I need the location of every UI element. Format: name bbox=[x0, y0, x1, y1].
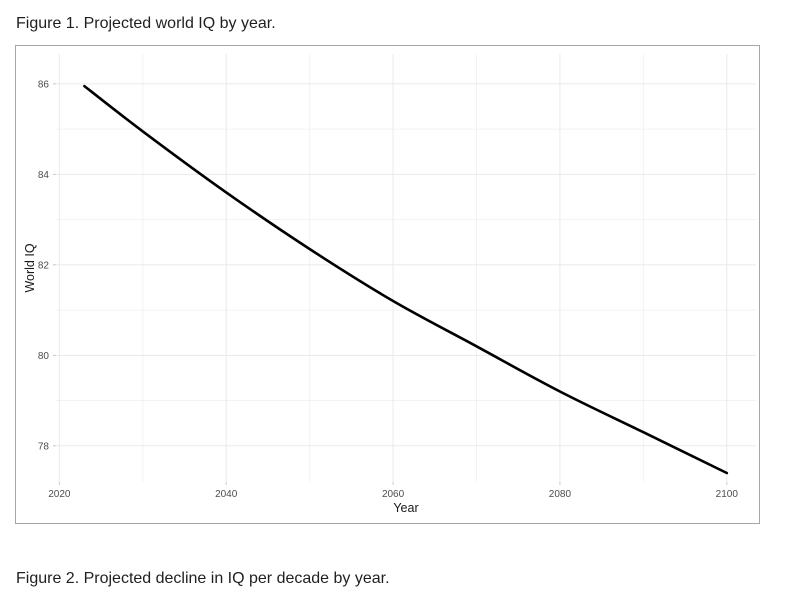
x-tick-label: 2040 bbox=[215, 489, 238, 500]
x-tick-label: 2060 bbox=[382, 489, 405, 500]
iq-projection-curve bbox=[83, 84, 729, 475]
y-tick-label: 78 bbox=[38, 441, 50, 452]
y-tick-label: 84 bbox=[38, 170, 50, 181]
y-tick-label: 86 bbox=[38, 79, 50, 90]
panel-background bbox=[16, 46, 759, 523]
iq-line-chart: 2020 2040 2060 2080 2100 78 80 82 84 86 Year World … bbox=[16, 46, 759, 523]
x-tick-label: 2020 bbox=[48, 489, 71, 500]
y-axis-title: World IQ bbox=[23, 243, 37, 292]
y-tick-label: 80 bbox=[38, 351, 50, 362]
x-axis-title: Year bbox=[393, 501, 418, 515]
figure2-caption: Figure 2. Projected decline in IQ per de… bbox=[16, 570, 390, 587]
x-tick-label: 2080 bbox=[549, 489, 572, 500]
y-tick-label: 82 bbox=[38, 260, 50, 271]
figure1-chart: 2020 2040 2060 2080 2100 78 80 82 84 86 Year World … bbox=[15, 45, 760, 524]
figure1-caption: Figure 1. Projected world IQ by year. bbox=[16, 15, 276, 32]
x-tick-label: 2100 bbox=[716, 489, 739, 500]
